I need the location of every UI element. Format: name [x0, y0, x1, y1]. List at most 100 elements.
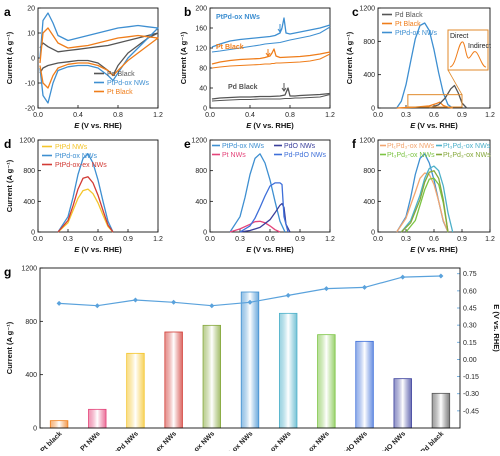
- y-tick-label: 0: [371, 230, 375, 237]
- x-axis-label: E (V vs. RHE): [246, 245, 294, 254]
- potential-point: [247, 299, 253, 305]
- y2-tick-label: -0.30: [463, 391, 479, 398]
- bar-pt3pd1-ox-nws: [278, 312, 298, 429]
- y-tick-label: 800: [195, 168, 207, 175]
- legend-label: Pd Black: [395, 12, 423, 19]
- y-tick-label: 800: [23, 168, 35, 175]
- plot-frame: [39, 267, 461, 429]
- panel-letter: c: [352, 5, 359, 19]
- bar-pd-black: [431, 392, 451, 429]
- x-tick-label: 0.3: [235, 236, 245, 243]
- series-line-pd-pdo-nws: [239, 182, 289, 233]
- y-tick-label: 120: [195, 46, 207, 53]
- series-line-pt-nws: [229, 220, 281, 233]
- category-label: Pt NWs: [79, 430, 101, 451]
- potential-point: [132, 297, 138, 303]
- panel-letter: f: [352, 137, 357, 151]
- y-tick-label: 10: [27, 31, 35, 38]
- y-tick-label: 400: [363, 199, 375, 206]
- x-tick-label: 0.3: [63, 236, 73, 243]
- x-tick-label: 0.8: [285, 112, 295, 119]
- panel-letter: b: [184, 5, 191, 19]
- inset-label-indirect: Indirect: [468, 43, 491, 50]
- y2-axis-label: E (V vs. RHE): [492, 304, 500, 352]
- y-tick-label: 0: [33, 426, 37, 433]
- zoom-region-box: [407, 94, 463, 108]
- series-line-pt-pd-ox-nws: [400, 165, 454, 233]
- potential-point: [171, 299, 177, 305]
- x-tick-label: 0.0: [33, 112, 43, 119]
- x-tick-label: 1.2: [485, 112, 495, 119]
- panel-letter: d: [4, 137, 11, 151]
- y-tick-label: 400: [195, 199, 207, 206]
- arrow-head-icon: [277, 28, 283, 33]
- bar-pdo-nws: [393, 378, 412, 429]
- series-line-pd-black: [429, 84, 468, 109]
- inset-label-direct: Direct: [450, 33, 468, 40]
- category-label: Pd-PdO NWs: [333, 430, 369, 451]
- y-tick-label: 400: [363, 72, 375, 79]
- series-return-line: [211, 53, 331, 69]
- category-label: Pt3Pd1-ox NWs: [251, 430, 293, 451]
- x-axis-label: E (V vs. RHE): [410, 245, 458, 254]
- plot-frame: [377, 7, 491, 109]
- y-tick-label: 0: [31, 56, 35, 63]
- y-tick-label: 0: [203, 230, 207, 237]
- plot-frame: [209, 7, 331, 109]
- panel-e: e 0.0 0.3 0.6 0.9 1.2 0 400 800 1200 E (V vs. RHE)…: [184, 137, 335, 254]
- series-return-line: [211, 26, 331, 53]
- legend-label: Pt NWs: [222, 152, 246, 159]
- series-line-pt-pd-ox-nws: [405, 177, 449, 233]
- y-axis-label: Current (A g⁻¹): [5, 159, 14, 212]
- panel-letter: a: [4, 5, 11, 19]
- legend-label: Pd-PdO NWs: [284, 152, 327, 159]
- legend-label: PtPd-ox-ex NWs: [55, 162, 107, 169]
- y-axis-label: Current (A g⁻¹): [345, 31, 354, 84]
- series-line-pt-pd-ox-nws: [396, 172, 449, 233]
- series-line-ptpd-ox-nws: [57, 153, 114, 233]
- y-axis-label: Current (A g⁻¹): [5, 321, 14, 374]
- legend-label: Pt₂Pd₃-ox NWs: [443, 152, 491, 159]
- y2-tick-label: 0.30: [463, 323, 477, 330]
- x-tick-label: 1.2: [325, 112, 335, 119]
- legend-label: Pt₃Pd₁-ox NWs: [443, 143, 491, 150]
- x-tick-label: 0.0: [205, 236, 215, 243]
- potential-point: [209, 303, 215, 309]
- y-tick-label: 400: [25, 372, 37, 379]
- x-tick-label: 0.0: [205, 112, 215, 119]
- series-line-pd-black: [39, 32, 159, 77]
- y-tick-label: 800: [25, 319, 37, 326]
- y-tick-label: 200: [195, 6, 207, 13]
- category-label: Pt1Pd3-ox NWs: [289, 430, 331, 451]
- x-tick-label: 0.4: [73, 112, 83, 119]
- bar-pt1pd3-ox-nws: [317, 334, 336, 429]
- y-tick-label: 800: [363, 39, 375, 46]
- series-annotation: Pt Black: [216, 44, 244, 51]
- y2-tick-label: 0.45: [463, 306, 477, 313]
- x-tick-label: 0.3: [401, 112, 411, 119]
- panel-letter: g: [4, 265, 11, 279]
- category-label: Pd black: [420, 430, 445, 451]
- y-tick-label: 1200: [359, 6, 375, 13]
- y2-tick-label: 0.15: [463, 340, 477, 347]
- bar-pt2pd3-ox-nws: [202, 324, 221, 429]
- y-tick-label: 1200: [191, 138, 207, 145]
- plot-frame: [377, 139, 491, 233]
- plot-frame: [209, 139, 331, 233]
- x-tick-label: 1.2: [485, 236, 495, 243]
- legend-label: Pd Black: [107, 71, 135, 78]
- y2-tick-label: -0.45: [463, 408, 479, 415]
- panel-c: c 0.0 0.3 0.6 0.9 1.2 0 400 800 1200 E (V vs. RHE)…: [345, 5, 495, 130]
- category-label: PtPd NWs: [111, 430, 140, 451]
- potential-point: [94, 303, 100, 309]
- x-tick-label: 0.9: [295, 236, 305, 243]
- x-axis-label: E (V vs. RHE): [410, 121, 458, 130]
- y-tick-label: 160: [195, 26, 207, 33]
- series-annotation: PtPd-ox NWs: [216, 14, 260, 21]
- category-label: PdO NWs: [380, 430, 408, 451]
- panel-b: b 0.0 0.4 0.8 1.2 0 40 80 120 160 200 E (V vs. RHE)…: [179, 5, 335, 130]
- potential-point: [400, 274, 406, 280]
- panel-g: g 0 400 800 1200 -0.45 -0.30 -0.15 0.00 0.15 0.30 0…: [4, 265, 500, 456]
- y-tick-label: 40: [199, 86, 207, 93]
- x-tick-label: 1.2: [153, 236, 163, 243]
